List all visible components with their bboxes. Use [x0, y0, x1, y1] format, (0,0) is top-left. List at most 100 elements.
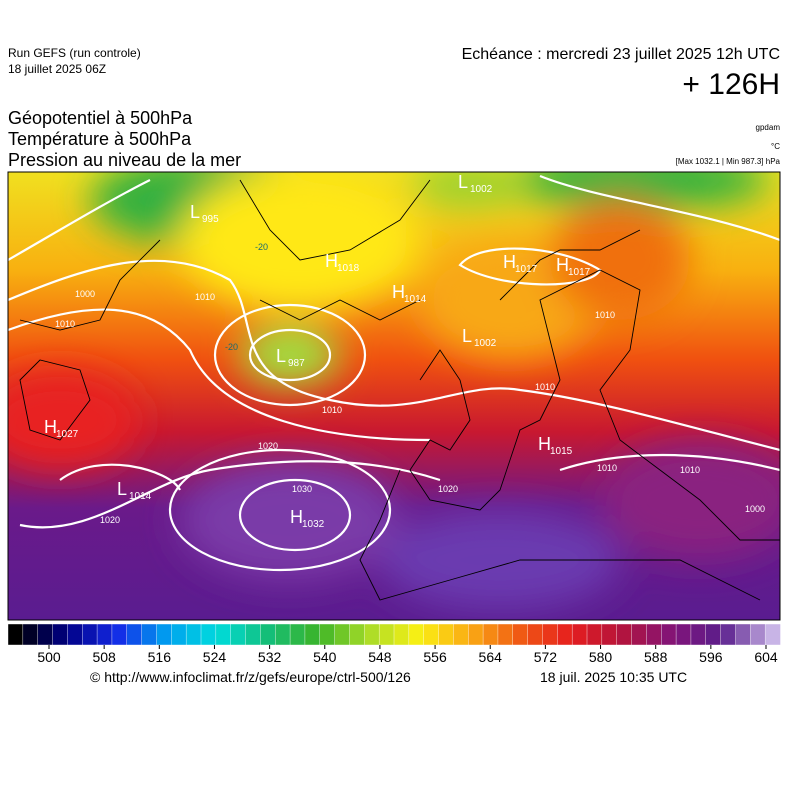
coastlines — [19, 179, 780, 601]
center-type: H — [290, 507, 303, 527]
colorbar-swatch — [750, 623, 766, 646]
center-value: 1014 — [404, 294, 427, 305]
field: Température à 500hPa — [8, 129, 192, 149]
unit: [Max 1032.1 | Min 987.3] hPa — [675, 157, 780, 166]
isobar-label: 1000 — [745, 504, 765, 514]
colorbar-swatch — [453, 623, 469, 646]
center-value: 1002 — [470, 184, 493, 195]
colorbar-swatch — [96, 623, 113, 646]
center-value: 1018 — [337, 263, 360, 274]
colorbar-swatch — [735, 623, 752, 646]
colorbar-tick-label: 540 — [313, 649, 337, 665]
colorbar-swatch — [67, 623, 83, 646]
center-type: L — [462, 326, 472, 346]
colorbar-swatch — [705, 623, 722, 646]
isobar-label: 1000 — [75, 289, 95, 299]
field: Géopotentiel à 500hPa — [8, 108, 193, 128]
lead-time: + 126H — [682, 68, 780, 101]
colorbar-tick-label: 604 — [754, 649, 778, 665]
isobar-label: 1010 — [680, 465, 700, 475]
colorbar-tick-label: 516 — [148, 649, 172, 665]
colorbar-tick-label: 508 — [92, 649, 116, 665]
colorbar-swatch — [557, 623, 573, 646]
colorbar-swatch — [275, 623, 291, 646]
colorbar-swatch — [468, 623, 484, 646]
field: Pression au niveau de la mer — [8, 150, 242, 170]
colorbar-tick-label: 588 — [644, 649, 668, 665]
isobar-label: 1010 — [597, 463, 617, 473]
colorbar-swatch — [631, 623, 648, 646]
center-type: H — [325, 251, 338, 271]
colorbar-swatch — [289, 623, 306, 646]
colorbar-swatch — [37, 623, 54, 646]
colorbar-swatch — [482, 623, 499, 646]
colorbar-swatch — [661, 623, 677, 646]
isobar-label: -20 — [225, 342, 238, 352]
center-value: 1002 — [474, 338, 497, 349]
center-type: L — [117, 479, 127, 499]
pressure-center: H 1015 — [538, 434, 573, 457]
colorbar-swatch — [527, 623, 544, 646]
colorbar-swatch — [690, 623, 707, 646]
center-type: H — [392, 282, 405, 302]
isobar-label: 1010 — [322, 405, 342, 415]
isobar-label: 1020 — [258, 441, 278, 451]
colorbar-tick-label: 564 — [479, 649, 503, 665]
colorbar-swatch — [319, 623, 336, 646]
center-value: 1014 — [129, 491, 152, 502]
pressure-center: L 1014 — [117, 479, 152, 502]
center-type: L — [190, 202, 200, 222]
colorbar-swatch — [215, 623, 232, 646]
pressure-center: H 1032 — [290, 507, 325, 530]
colorbar-swatch — [185, 623, 202, 646]
colorbar-swatch — [423, 623, 440, 646]
colorbar-swatch — [764, 623, 781, 646]
colorbar-swatch — [408, 623, 425, 646]
colorbar-swatch — [245, 623, 262, 646]
colorbar-swatch — [601, 623, 618, 646]
unit: °C — [771, 142, 780, 151]
pressure-center: H 1027 — [44, 417, 79, 440]
center-value: 1017 — [568, 267, 591, 278]
colorbar-swatch — [542, 623, 559, 646]
center-value: 1027 — [56, 429, 79, 440]
colorbar-tick-label: 548 — [368, 649, 392, 665]
colorbar-swatch — [111, 623, 128, 646]
colorbar-swatch — [364, 623, 380, 646]
isobar-label: 1010 — [595, 310, 615, 320]
field-shading — [8, 172, 780, 620]
colorbar-swatch — [571, 623, 588, 646]
isobar-label: 1020 — [438, 484, 458, 494]
colorbar-swatch — [349, 623, 366, 646]
colorbar-swatch — [512, 623, 529, 646]
isobar-label: 1030 — [292, 484, 312, 494]
center-value: 995 — [202, 214, 219, 225]
colorbar-swatch — [438, 623, 455, 646]
center-value: 1015 — [550, 446, 573, 457]
colorbar-swatch — [22, 623, 39, 646]
center-type: L — [458, 172, 468, 192]
isobars — [8, 174, 780, 572]
colorbar-swatch — [171, 623, 187, 646]
colorbar-swatch — [126, 623, 143, 646]
colorbar-swatch — [230, 623, 247, 646]
pressure-center: L 1002 — [458, 172, 493, 195]
isobar-label: 1010 — [195, 292, 215, 302]
run-date: 18 juillet 2025 06Z — [8, 62, 107, 76]
colorbar-tick-label: 572 — [534, 649, 558, 665]
colorbar-swatch — [720, 623, 737, 646]
colorbar-swatch — [200, 623, 217, 646]
colorbar-swatch — [52, 623, 69, 646]
pressure-center: H 1018 — [325, 251, 360, 274]
echeance: Echéance : mercredi 23 juillet 2025 12h … — [461, 46, 780, 63]
isobar-label: 1010 — [55, 319, 75, 329]
colorbar-swatch — [675, 623, 692, 646]
isobar-label: 1010 — [535, 382, 555, 392]
colorbar-swatch — [7, 623, 24, 646]
run-label: Run GEFS (run controle) — [8, 46, 141, 60]
center-type: H — [538, 434, 551, 454]
center-type: H — [44, 417, 57, 437]
pressure-center: H 1017 — [556, 255, 591, 278]
